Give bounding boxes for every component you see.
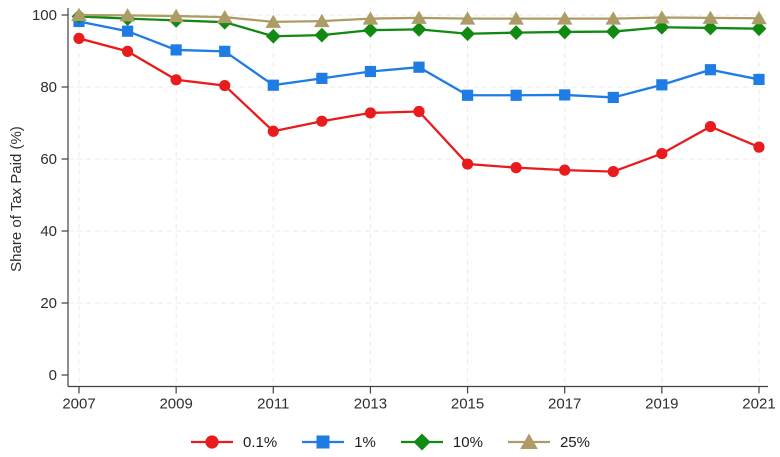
series-25%-marker <box>362 11 379 25</box>
series-1%-marker <box>267 79 279 91</box>
series-1%-marker <box>559 89 571 101</box>
legend-label: 10% <box>452 433 483 451</box>
series-0.1%-marker <box>316 115 328 127</box>
series-0.1%-marker <box>607 166 619 178</box>
series-1%-marker <box>461 89 474 101</box>
legend-label: 0.1% <box>243 433 278 451</box>
legend-label: 25% <box>559 433 590 451</box>
legend-triangle-icon <box>507 433 550 449</box>
series-1%-marker <box>316 72 328 84</box>
x-tick-label: 2013 <box>354 396 387 413</box>
series-25%-marker <box>556 11 573 25</box>
series-1%-marker <box>364 65 377 78</box>
series-0.1%-marker <box>510 162 522 174</box>
series-10%-marker <box>654 19 670 35</box>
legend-item-0.1%: 0.1% <box>190 432 277 452</box>
series-0.1%-marker <box>170 74 182 86</box>
series-0.1%-marker <box>413 105 425 118</box>
series-10%-marker <box>557 24 573 40</box>
series-25%-marker <box>265 14 282 28</box>
legend-item-25%: 25% <box>507 432 590 452</box>
x-tick-label: 2015 <box>451 396 484 413</box>
series-1%-marker <box>121 25 134 37</box>
y-tick-label: 20 <box>40 295 57 312</box>
series-10%-marker <box>703 20 718 36</box>
series-1%-marker <box>413 61 425 73</box>
legend-square-icon <box>302 435 345 449</box>
series-0.1%-marker <box>121 45 134 57</box>
series-10%-marker <box>508 25 524 41</box>
series-25%-marker <box>508 11 524 25</box>
series-25%-marker <box>702 10 719 24</box>
y-tick-label: 40 <box>40 223 57 240</box>
y-tick-label: 0 <box>49 367 57 384</box>
series-1%-marker <box>510 89 522 101</box>
y-tick-label: 60 <box>40 151 57 168</box>
series-1%-marker <box>704 64 717 76</box>
series-1%-marker <box>656 79 668 91</box>
series-25%-marker <box>654 10 670 24</box>
line-chart-svg: 0 20 40 60 80 100 2007 2009 2011 2013 2015 2017 2019… <box>32 7 776 413</box>
legend-item-10%: 10% <box>400 432 483 452</box>
series-0.1%-marker <box>364 107 377 119</box>
series-25%-marker <box>216 9 233 24</box>
series-1%-marker <box>170 44 182 56</box>
series-0.1%-marker <box>73 32 85 45</box>
series-0.1%-marker <box>704 121 717 133</box>
chart-legend: 0.1% 1% 10% 25% <box>0 431 780 453</box>
x-tick-label: 2011 <box>257 396 289 413</box>
series-10%-marker <box>605 24 621 39</box>
series-0.1%-marker <box>753 141 765 153</box>
series-25%-marker <box>168 8 184 23</box>
x-tick-label: 2007 <box>62 396 95 413</box>
legend-item-1%: 1% <box>301 432 376 452</box>
series-0.1%-marker <box>267 125 279 137</box>
y-tick-label: 80 <box>40 79 57 96</box>
series-25%-marker <box>751 11 767 25</box>
series-1%-marker <box>607 91 619 104</box>
series-0.1%-marker <box>559 164 571 176</box>
legend-label: 1% <box>354 433 376 451</box>
x-tick-label: 2021 <box>742 396 775 413</box>
series-25%-marker <box>459 11 476 25</box>
series-10%-marker <box>751 21 767 37</box>
x-tick-label: 2017 <box>548 396 581 413</box>
series-25%-marker <box>314 13 330 28</box>
series-1%-marker <box>753 73 765 86</box>
series-25%-marker <box>605 11 622 25</box>
x-tick-label: 2009 <box>159 396 192 413</box>
series-10%-marker <box>314 27 330 43</box>
series-10%-marker <box>363 22 378 38</box>
series-25%-marker <box>411 10 427 24</box>
series-0.1%-marker <box>461 158 474 170</box>
series-0.1%-marker <box>219 79 231 92</box>
series-25%-marker <box>71 7 87 21</box>
series-10%-marker <box>265 28 281 44</box>
series-1%-marker <box>219 45 231 57</box>
legend-circle-icon <box>191 435 234 449</box>
series-0.1%-marker <box>656 148 668 160</box>
legend-diamond-icon <box>400 433 443 451</box>
series-10%-marker <box>460 26 475 42</box>
series-25%-marker <box>119 8 136 22</box>
x-tick-label: 2019 <box>645 396 678 413</box>
series-10%-marker <box>411 22 427 37</box>
y-tick-label: 100 <box>32 7 57 24</box>
